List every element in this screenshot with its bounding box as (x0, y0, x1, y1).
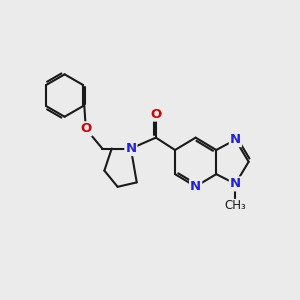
Text: CH₃: CH₃ (224, 200, 246, 212)
Text: N: N (230, 177, 241, 190)
Text: N: N (230, 133, 241, 146)
Text: O: O (150, 108, 161, 121)
Text: N: N (190, 180, 201, 193)
Text: O: O (80, 122, 92, 135)
Text: N: N (125, 142, 136, 155)
